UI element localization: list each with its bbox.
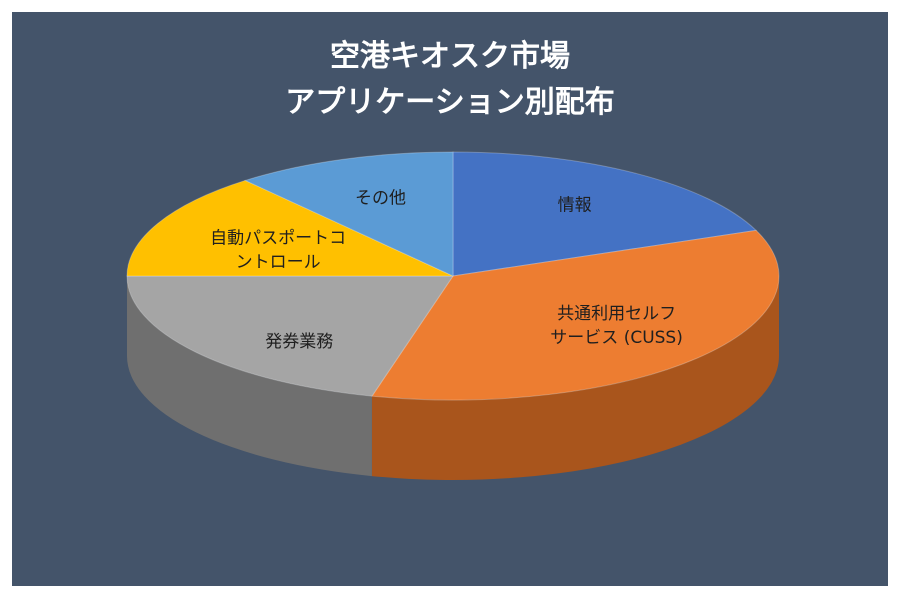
pie-label-line: ントロール: [236, 252, 321, 272]
pie-label-line: 自動パスポートコ: [210, 228, 346, 248]
pie-label-3: 自動パスポートコントロール: [210, 228, 346, 272]
pie-side-walls: [127, 276, 779, 480]
pie-slice-0: [452, 151, 758, 277]
pie-side-2: [127, 276, 372, 477]
pie-side-1: [371, 276, 779, 480]
pie-slice-3: [126, 179, 454, 277]
pie-label-line: 発券業務: [265, 332, 333, 352]
pie-label-4: その他: [355, 189, 406, 209]
pie-label-line: 情報: [558, 195, 592, 215]
pie-slice-1: [371, 229, 780, 401]
pie-label-0: 情報: [558, 195, 592, 215]
pie-top-faces: [126, 151, 780, 401]
chart-panel: 空港キオスク市場 アプリケーション別配布 情報共通利用セルフサービス (CUSS…: [12, 12, 888, 586]
chart-title-line-2: アプリケーション別配布: [285, 85, 615, 120]
pie-slice-2: [126, 275, 454, 397]
pie-label-1: 共通利用セルフサービス (CUSS): [550, 304, 683, 348]
pie-label-line: サービス (CUSS): [550, 328, 683, 348]
pie-label-line: 共通利用セルフ: [557, 304, 676, 324]
pie-label-line: その他: [355, 189, 406, 209]
pie-label-2: 発券業務: [265, 332, 333, 352]
pie-slice-4: [243, 151, 454, 277]
chart-title-line-1: 空港キオスク市場: [330, 39, 570, 74]
chart-title: 空港キオスク市場 アプリケーション別配布: [12, 34, 888, 126]
